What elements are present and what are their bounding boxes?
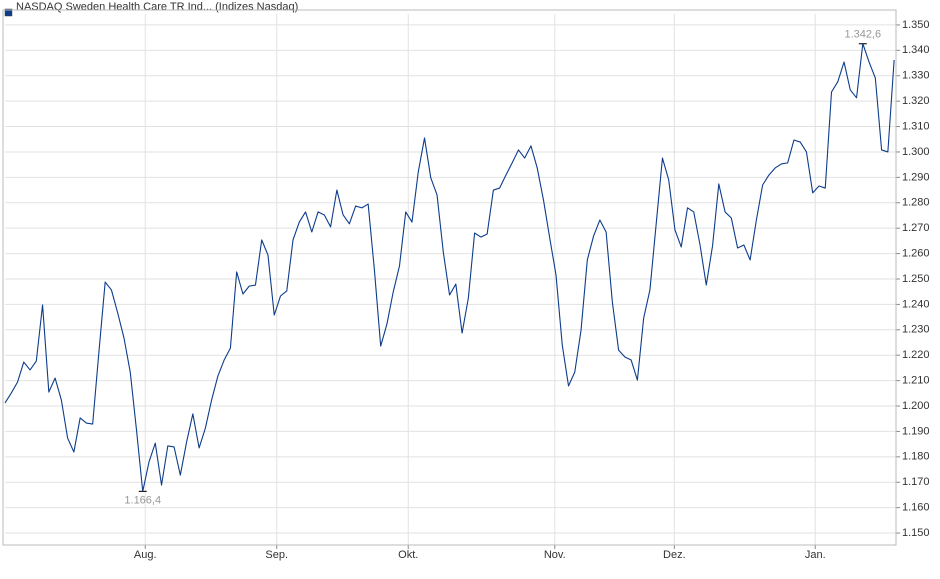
- x-tick-label: Okt.: [398, 549, 418, 561]
- y-tick-label: 1.350: [902, 19, 930, 31]
- y-tick-label: 1.280: [902, 197, 930, 209]
- y-tick-label: 1.210: [902, 375, 930, 387]
- y-tick-label: 1.200: [902, 400, 930, 412]
- y-tick-label: 1.240: [902, 298, 930, 310]
- plot-frame: [2, 9, 897, 546]
- y-tick-label: 1.230: [902, 324, 930, 336]
- annotation-label: 1.342,6: [844, 29, 881, 41]
- y-tick-label: 1.190: [902, 425, 930, 437]
- y-tick-label: 1.260: [902, 247, 930, 259]
- annotation-label: 1.166,4: [124, 494, 161, 506]
- x-tick-label: Dez.: [663, 549, 686, 561]
- y-tick-label: 1.250: [902, 273, 930, 285]
- y-tick-label: 1.150: [902, 527, 930, 539]
- x-tick-label: Sep.: [265, 549, 288, 561]
- y-tick-label: 1.290: [902, 171, 930, 183]
- y-tick-label: 1.300: [902, 146, 930, 158]
- y-tick-label: 1.310: [902, 120, 930, 132]
- y-tick-label: 1.330: [902, 70, 930, 82]
- x-tick-label: Aug.: [134, 549, 157, 561]
- y-tick-label: 1.220: [902, 349, 930, 361]
- series-line: [4, 43, 895, 492]
- y-tick-label: 1.180: [902, 451, 930, 463]
- x-tick-label: Nov.: [544, 549, 566, 561]
- y-tick-label: 1.170: [902, 476, 930, 488]
- y-tick-label: 1.160: [902, 502, 930, 514]
- y-tick-label: 1.320: [902, 95, 930, 107]
- y-tick-label: 1.340: [902, 44, 930, 56]
- y-tick-label: 1.270: [902, 222, 930, 234]
- x-tick-label: Jan.: [805, 549, 826, 561]
- legend-swatch: [4, 8, 13, 17]
- legend-label: NASDAQ Sweden Health Care TR Ind... (Ind…: [16, 1, 298, 13]
